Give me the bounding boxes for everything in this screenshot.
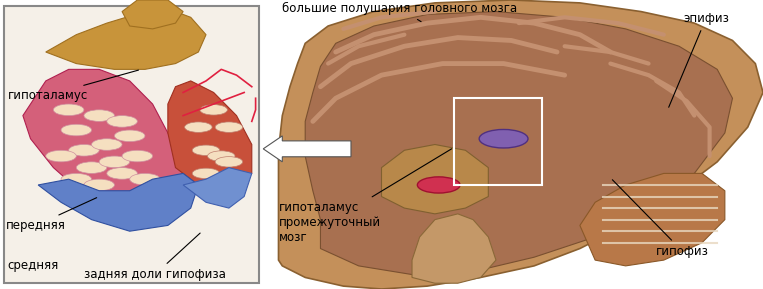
Circle shape [122, 150, 153, 162]
Text: задняя доли гипофиза: задняя доли гипофиза [84, 233, 226, 281]
Text: гипоталамус: гипоталамус [8, 70, 138, 102]
Polygon shape [278, 0, 763, 289]
Polygon shape [580, 173, 725, 266]
FancyArrow shape [263, 136, 351, 162]
Polygon shape [183, 168, 252, 208]
Text: гипофиз: гипофиз [613, 180, 709, 258]
Circle shape [192, 168, 220, 179]
Circle shape [84, 179, 114, 191]
Circle shape [114, 130, 145, 142]
Circle shape [107, 168, 137, 179]
Polygon shape [168, 81, 252, 197]
Circle shape [208, 151, 235, 161]
Circle shape [215, 157, 243, 167]
Circle shape [53, 104, 84, 116]
Circle shape [61, 173, 92, 185]
Polygon shape [23, 69, 183, 208]
Text: передняя: передняя [6, 198, 97, 232]
Polygon shape [38, 173, 198, 231]
Circle shape [192, 145, 220, 155]
Circle shape [84, 110, 114, 121]
Text: средняя: средняя [8, 260, 59, 272]
Circle shape [76, 162, 107, 173]
Polygon shape [305, 12, 732, 275]
Circle shape [185, 122, 212, 132]
Text: эпифиз: эпифиз [668, 12, 729, 107]
Circle shape [69, 144, 99, 156]
Bar [454, 98, 542, 185]
Circle shape [417, 177, 460, 193]
Circle shape [479, 129, 528, 148]
Polygon shape [382, 144, 488, 214]
Circle shape [107, 116, 137, 127]
Polygon shape [412, 214, 496, 283]
Circle shape [200, 105, 227, 115]
Polygon shape [46, 9, 206, 69]
Text: гипоталамус
промежуточный
мозг: гипоталамус промежуточный мозг [278, 149, 452, 244]
Circle shape [61, 124, 92, 136]
Text: большие полушария головного мозга: большие полушария головного мозга [282, 2, 517, 22]
Circle shape [92, 139, 122, 150]
Bar [4, 6, 259, 283]
Circle shape [130, 173, 160, 185]
Polygon shape [122, 0, 183, 29]
Circle shape [215, 122, 243, 132]
Circle shape [46, 150, 76, 162]
Circle shape [99, 156, 130, 168]
